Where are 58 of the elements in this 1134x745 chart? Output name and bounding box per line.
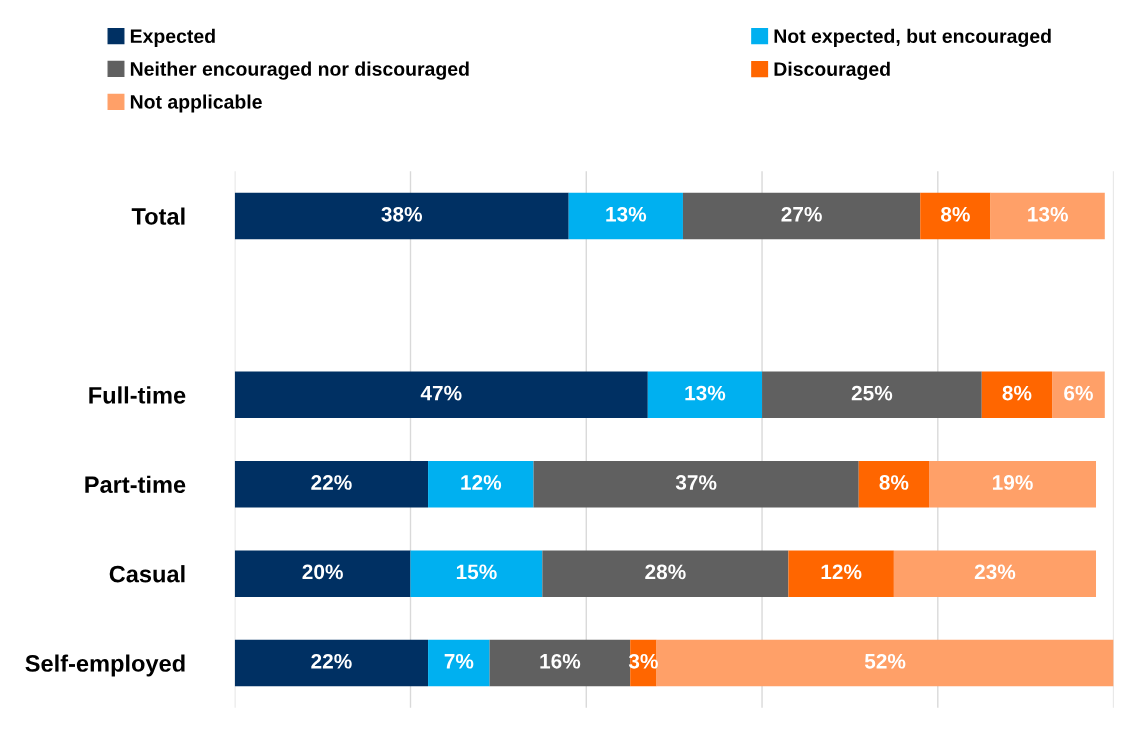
bar xyxy=(929,461,1097,508)
bar xyxy=(858,461,930,508)
bar xyxy=(893,550,1097,597)
legend-label: Not applicable xyxy=(130,94,262,113)
bar xyxy=(234,461,429,508)
bar xyxy=(762,371,982,419)
bar xyxy=(568,192,683,240)
bar xyxy=(1052,371,1105,419)
bar xyxy=(234,371,648,419)
data-label: 13% xyxy=(1028,206,1068,222)
bar xyxy=(489,639,631,687)
y-tick-label: Part-time xyxy=(85,475,186,494)
data-label: 47% xyxy=(420,385,462,401)
y-tick-label: Casual xyxy=(109,565,185,583)
bar xyxy=(990,192,1105,240)
data-label: 16% xyxy=(540,653,581,669)
data-label: 7% xyxy=(444,653,474,669)
data-label: 6% xyxy=(1064,385,1093,401)
bar xyxy=(410,550,543,597)
data-label: 8% xyxy=(941,206,970,222)
data-label: 13% xyxy=(685,385,726,401)
data-label: 52% xyxy=(864,653,906,669)
data-label: 20% xyxy=(302,564,343,580)
legend-label: Neither encouraged nor discouraged xyxy=(130,61,469,80)
bar xyxy=(647,371,763,419)
bar xyxy=(542,550,789,597)
legend-label: Expected xyxy=(130,28,215,47)
y-tick-label: Total xyxy=(131,207,185,225)
bar xyxy=(428,639,490,687)
data-label: 22% xyxy=(311,475,352,490)
bar xyxy=(788,550,894,597)
y-tick-label: Self-employed xyxy=(25,654,185,677)
data-label: 23% xyxy=(974,564,1016,580)
bar xyxy=(234,639,429,687)
legend-label: Not expected, but encouraged xyxy=(774,28,1051,47)
bar xyxy=(682,192,921,240)
data-label: 12% xyxy=(821,564,862,580)
data-label: 27% xyxy=(781,206,822,222)
bar xyxy=(533,461,859,508)
bar xyxy=(234,550,411,597)
data-label: 19% xyxy=(992,475,1033,490)
data-label: 8% xyxy=(1002,385,1032,401)
y-tick-label: Full-time xyxy=(89,386,186,404)
data-label: 25% xyxy=(851,385,893,401)
bar xyxy=(656,639,1114,687)
bar xyxy=(428,461,534,508)
data-label: 37% xyxy=(675,475,717,490)
bar xyxy=(920,192,991,240)
bar xyxy=(981,371,1053,419)
bar xyxy=(234,192,569,240)
data-label: 13% xyxy=(606,206,647,222)
data-label: 28% xyxy=(645,564,686,580)
data-label: 15% xyxy=(456,564,497,580)
data-label: 38% xyxy=(381,206,423,222)
data-label: 22% xyxy=(311,653,352,669)
data-label: 12% xyxy=(461,475,502,490)
legend-label: Discouraged xyxy=(774,61,890,80)
data-label: 8% xyxy=(879,475,909,490)
